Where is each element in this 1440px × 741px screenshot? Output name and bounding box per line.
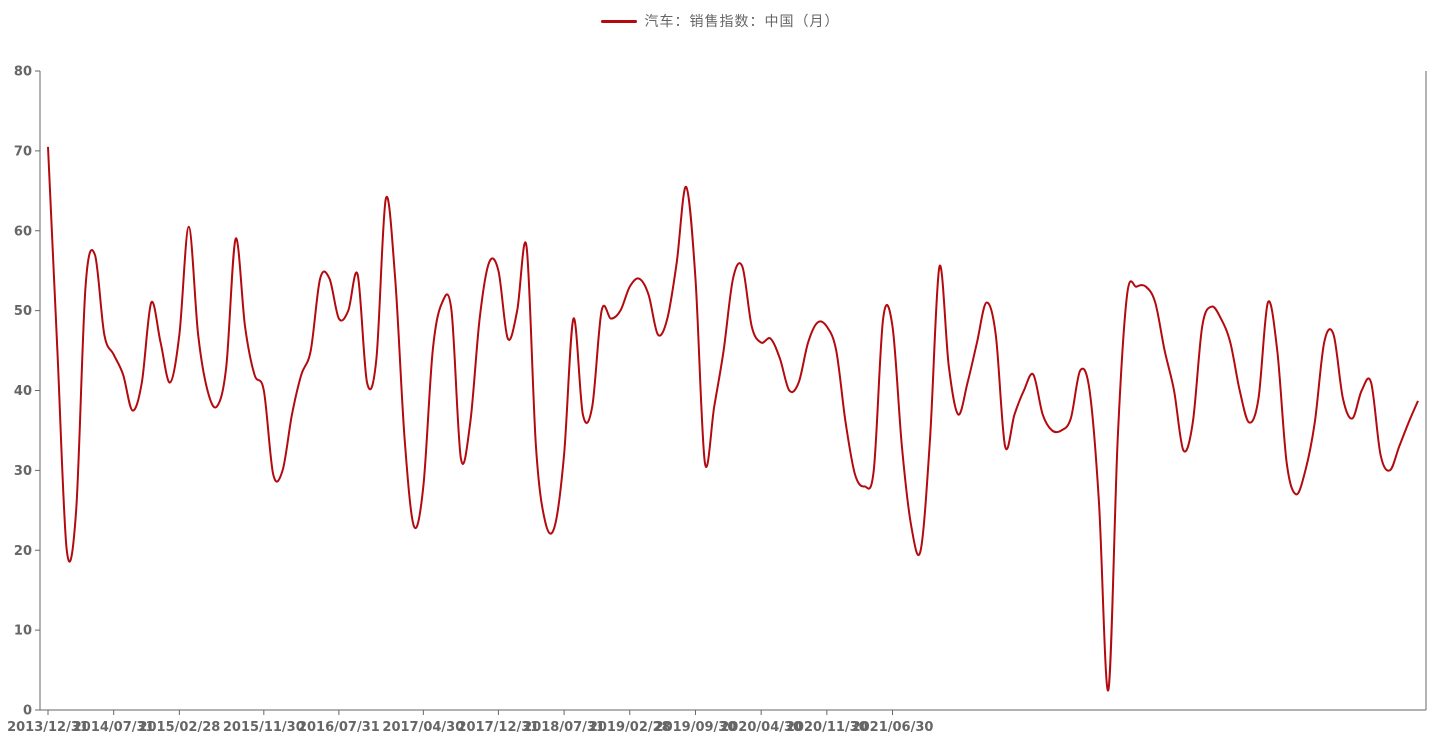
x-tick-label: 2016/07/31 [298, 720, 380, 735]
x-tick-label: 2017/12/31 [457, 720, 539, 735]
y-tick-label: 60 [14, 224, 32, 239]
y-tick-label: 50 [14, 304, 32, 319]
x-tick-label: 2021/06/30 [852, 720, 934, 735]
y-tick-label: 10 [14, 624, 32, 639]
y-tick-label: 20 [14, 544, 32, 559]
axes: 010203040506070802013/12/312014/07/31201… [7, 65, 1427, 735]
x-tick-label: 2015/11/30 [223, 720, 305, 735]
x-tick-label: 2020/04/30 [720, 720, 802, 735]
y-tick-label: 80 [14, 65, 32, 80]
series-line[interactable] [47, 146, 1419, 692]
x-tick-label: 2013/12/31 [7, 720, 89, 735]
x-tick-label: 2014/07/31 [73, 720, 155, 735]
x-tick-label: 2019/02/28 [589, 720, 671, 735]
y-tick-label: 70 [14, 144, 32, 159]
x-tick-label: 2017/04/30 [382, 720, 464, 735]
x-tick-label: 2020/11/30 [786, 720, 868, 735]
x-tick-label: 2019/09/30 [655, 720, 737, 735]
legend[interactable]: 汽车：销售指数：中国（月） [0, 8, 1440, 34]
y-tick-label: 0 [23, 704, 32, 719]
legend-label: 汽车：销售指数：中国（月） [644, 14, 840, 30]
x-tick-label: 2015/02/28 [138, 720, 220, 735]
y-tick-label: 40 [14, 384, 32, 399]
plot-area [47, 146, 1419, 692]
x-tick-label: 2018/07/31 [523, 720, 605, 735]
y-tick-label: 30 [14, 464, 32, 479]
legend-swatch [600, 19, 637, 23]
